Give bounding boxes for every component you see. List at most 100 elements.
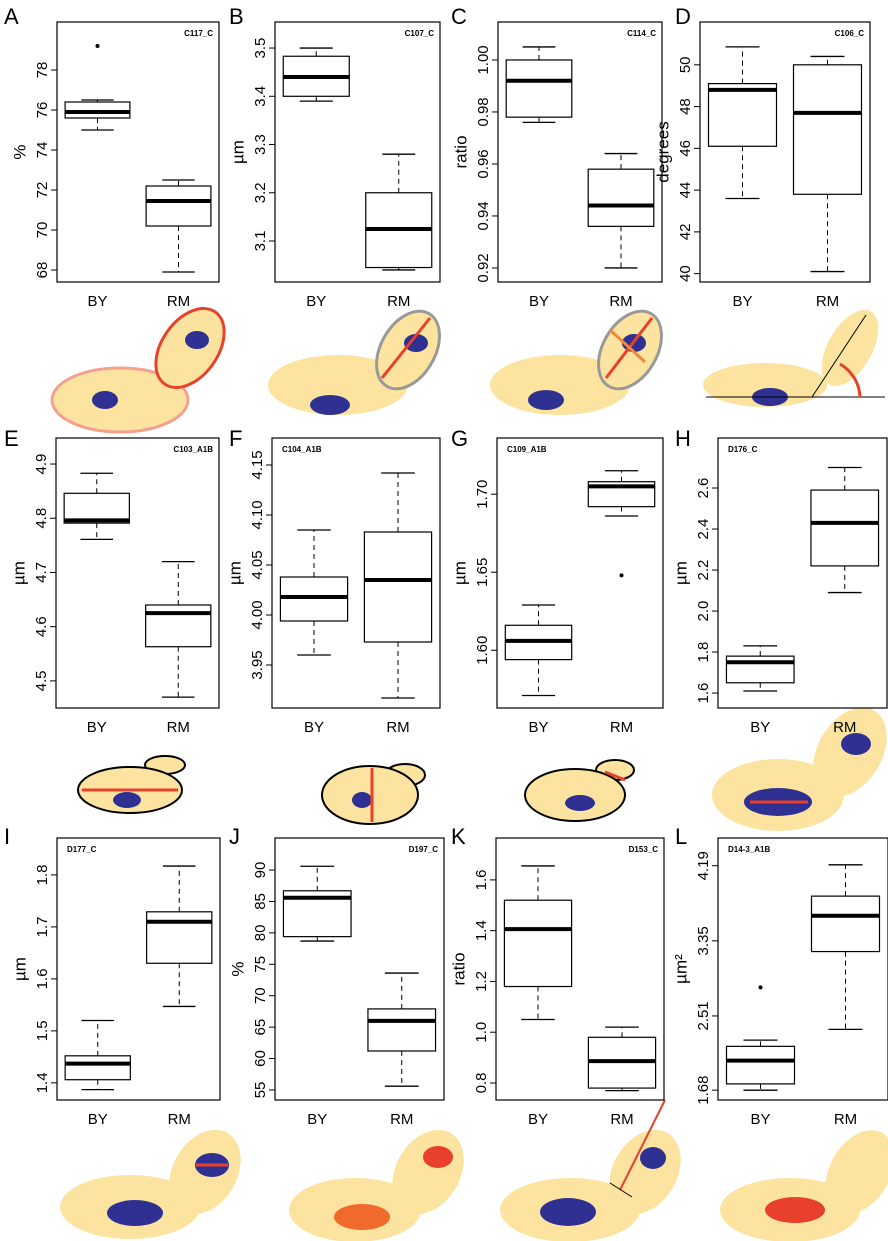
y-axis-label: ratio bbox=[451, 135, 470, 168]
y-axis-label: % bbox=[10, 144, 29, 159]
box bbox=[726, 656, 794, 683]
nucleus bbox=[765, 1197, 825, 1223]
panel-letter: H bbox=[675, 426, 691, 451]
y-axis-label: µm² bbox=[671, 954, 690, 984]
y-tick-label: 60 bbox=[252, 1050, 269, 1067]
y-tick-label: 1.65 bbox=[474, 558, 491, 587]
y-tick-label: 4.8 bbox=[33, 508, 50, 529]
panel-letter: B bbox=[229, 4, 244, 29]
x-tick-label: RM bbox=[168, 1111, 191, 1128]
y-tick-label: 50 bbox=[677, 56, 694, 73]
panel-code: C107_C bbox=[405, 29, 435, 38]
y-tick-label: 75 bbox=[252, 956, 269, 973]
x-tick-label: RM bbox=[833, 719, 856, 736]
y-tick-label: 40 bbox=[677, 265, 694, 282]
box bbox=[811, 490, 879, 566]
y-tick-label: 70 bbox=[34, 222, 51, 239]
y-axis-label: µm bbox=[225, 561, 244, 585]
y-tick-label: 1.6 bbox=[695, 683, 712, 704]
y-tick-label: 3.5 bbox=[252, 38, 269, 59]
x-tick-label: RM bbox=[390, 1111, 413, 1128]
y-axis-label: µm bbox=[9, 561, 28, 585]
nucleus bbox=[841, 733, 871, 755]
y-tick-label: 2.0 bbox=[695, 601, 712, 622]
box bbox=[794, 65, 862, 194]
outlier bbox=[96, 44, 100, 48]
panel-letter: L bbox=[675, 824, 687, 849]
panel-letter: E bbox=[4, 426, 19, 451]
box bbox=[364, 532, 431, 642]
y-tick-label: 42 bbox=[677, 224, 694, 241]
y-tick-label: 48 bbox=[677, 98, 694, 115]
panel-letter: I bbox=[4, 824, 10, 849]
y-tick-label: 3.3 bbox=[252, 134, 269, 155]
box bbox=[65, 1056, 130, 1080]
panel-code: D153_C bbox=[629, 845, 659, 854]
nucleus bbox=[640, 1147, 666, 1169]
box bbox=[146, 186, 211, 226]
panel-code: D177_C bbox=[67, 845, 97, 854]
panel-code: C106_C bbox=[835, 29, 865, 38]
y-tick-label: 55 bbox=[252, 1082, 269, 1099]
box bbox=[504, 900, 571, 986]
x-tick-label: BY bbox=[750, 719, 770, 736]
y-tick-label: 70 bbox=[252, 987, 269, 1004]
x-tick-label: RM bbox=[834, 1111, 857, 1128]
y-tick-label: 0.92 bbox=[475, 253, 492, 282]
y-axis-label: % bbox=[228, 961, 247, 976]
panel-letter: F bbox=[229, 426, 242, 451]
nucleus bbox=[310, 395, 350, 415]
y-tick-label: 1.4 bbox=[473, 920, 490, 941]
nucleus bbox=[185, 331, 209, 349]
panel-letter: D bbox=[675, 4, 691, 29]
y-tick-label: 78 bbox=[34, 62, 51, 79]
y-tick-label: 1.4 bbox=[34, 1072, 51, 1093]
y-tick-label: 2.51 bbox=[695, 1001, 712, 1030]
y-tick-label: 3.1 bbox=[252, 231, 269, 252]
x-tick-label: RM bbox=[609, 293, 632, 310]
nucleus bbox=[92, 391, 118, 409]
panel-code: C104_A1B bbox=[282, 445, 322, 454]
y-tick-label: 4.7 bbox=[33, 562, 50, 583]
plot-frame bbox=[497, 438, 663, 708]
y-tick-label: 1.00 bbox=[475, 45, 492, 74]
x-tick-label: RM bbox=[386, 719, 409, 736]
x-tick-label: BY bbox=[87, 719, 107, 736]
cell bbox=[322, 766, 418, 824]
plot-frame bbox=[56, 438, 219, 708]
outlier bbox=[620, 573, 624, 577]
plot-frame bbox=[275, 838, 444, 1100]
panel-code: C109_A1B bbox=[507, 445, 547, 454]
x-tick-label: BY bbox=[307, 1111, 327, 1128]
nucleus bbox=[540, 1198, 596, 1226]
y-tick-label: 1.6 bbox=[34, 968, 51, 989]
nucleus bbox=[352, 792, 372, 808]
nucleus bbox=[423, 1146, 453, 1168]
y-tick-label: 1.68 bbox=[695, 1076, 712, 1105]
panel-code: C103_A1B bbox=[173, 445, 213, 454]
y-tick-label: 3.2 bbox=[252, 182, 269, 203]
panel-letter: A bbox=[4, 4, 19, 29]
y-tick-label: 4.6 bbox=[33, 616, 50, 637]
x-tick-label: RM bbox=[387, 293, 410, 310]
nucleus bbox=[334, 1204, 390, 1230]
y-axis-label: ratio bbox=[449, 952, 468, 985]
y-tick-label: 0.8 bbox=[473, 1073, 490, 1094]
y-tick-label: 4.5 bbox=[33, 670, 50, 691]
y-tick-label: 74 bbox=[34, 142, 51, 159]
y-tick-label: 4.10 bbox=[249, 500, 266, 529]
y-tick-label: 46 bbox=[677, 140, 694, 157]
y-tick-label: 65 bbox=[252, 1019, 269, 1036]
y-tick-label: 1.5 bbox=[34, 1020, 51, 1041]
y-tick-label: 0.98 bbox=[475, 97, 492, 126]
y-tick-label: 90 bbox=[252, 862, 269, 879]
y-tick-label: 1.60 bbox=[474, 636, 491, 665]
y-tick-label: 2.6 bbox=[695, 478, 712, 499]
y-tick-label: 1.70 bbox=[474, 480, 491, 509]
nucleus bbox=[113, 792, 141, 808]
y-axis-label: µm bbox=[450, 561, 469, 585]
y-tick-label: 3.95 bbox=[249, 650, 266, 679]
x-tick-label: BY bbox=[732, 293, 752, 310]
plot-frame bbox=[57, 22, 219, 282]
figure: AC117_C%687072747678BYRMBC107_Cµm3.13.23… bbox=[0, 0, 888, 1241]
